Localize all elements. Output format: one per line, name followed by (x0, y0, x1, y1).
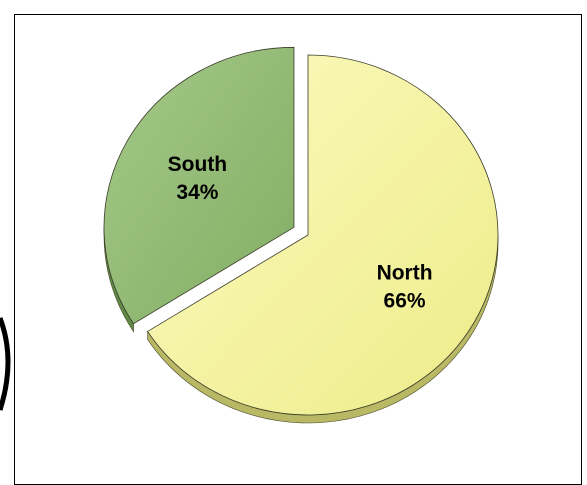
pie-group (103, 46, 499, 424)
label-group: North 66% South 34% (168, 153, 433, 312)
pie-slice-south[interactable] (103, 46, 295, 325)
edge-arc-decoration (0, 317, 11, 411)
slice-label-south: South (168, 153, 227, 176)
slice-percent-south: 34% (176, 181, 218, 204)
slice-label-north: North (377, 261, 433, 284)
pie-slice-north[interactable] (147, 54, 499, 416)
slice-percent-north: 66% (384, 289, 426, 312)
